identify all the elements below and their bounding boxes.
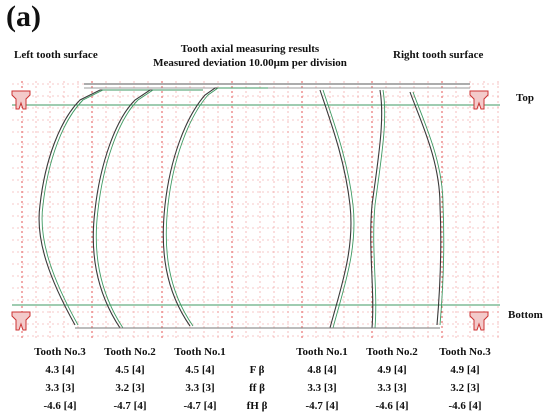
- tooth-icon-top-right: [469, 90, 489, 110]
- panel-label: (a): [6, 0, 41, 33]
- table-cell: 4.5 [4]: [185, 364, 215, 376]
- table-cell: -4.7 [4]: [305, 400, 339, 412]
- left-surface-label: Left tooth surface: [14, 49, 98, 61]
- trace-left-tooth-2-nominal: [95, 89, 203, 329]
- column-header: Tooth No.1: [296, 346, 348, 358]
- trace-left-tooth-1-measured: [162, 87, 265, 327]
- column-header: Tooth No.3: [34, 346, 86, 358]
- trace-left-tooth-1-nominal: [165, 87, 268, 327]
- trace-left-tooth-3-nominal: [41, 89, 153, 326]
- bottom-label: Bottom: [508, 309, 543, 321]
- trace-right-tooth-2-nominal: [373, 89, 386, 329]
- table-cell: 4.8 [4]: [307, 364, 337, 376]
- table-cell: -4.7 [4]: [183, 400, 217, 412]
- table-cell: -4.6 [4]: [448, 400, 482, 412]
- trace-right-tooth-1-measured: [319, 89, 352, 329]
- column-header: Tooth No.2: [104, 346, 156, 358]
- column-header: Tooth No.3: [439, 346, 491, 358]
- trace-right-tooth-1-nominal: [322, 89, 355, 329]
- right-surface-label: Right tooth surface: [393, 49, 484, 61]
- table-cell: 3.3 [3]: [377, 382, 407, 394]
- table-cell: 3.3 [3]: [185, 382, 215, 394]
- trace-left-tooth-2-measured: [92, 89, 200, 329]
- table-cell: -4.6 [4]: [375, 400, 409, 412]
- table-cell: -4.6 [4]: [43, 400, 77, 412]
- metric-label-ff-beta: ff β: [249, 382, 265, 394]
- metric-label-fh-beta: fH β: [246, 400, 268, 412]
- trace-right-tooth-2-measured: [370, 89, 383, 329]
- table-cell: 3.2 [3]: [115, 382, 145, 394]
- table-cell: 4.9 [4]: [377, 364, 407, 376]
- column-header: Tooth No.1: [174, 346, 226, 358]
- table-cell: 3.3 [3]: [307, 382, 337, 394]
- trace-right-tooth-3-measured: [409, 91, 442, 326]
- trace-left-tooth-3-measured: [38, 89, 150, 326]
- table-cell: 4.9 [4]: [450, 364, 480, 376]
- table-cell: 4.5 [4]: [115, 364, 145, 376]
- table-cell: 4.3 [4]: [45, 364, 75, 376]
- trace-right-tooth-3-nominal: [412, 91, 445, 326]
- metric-label-f-beta: F β: [249, 364, 265, 376]
- tooth-icon-top-left: [11, 90, 31, 110]
- top-label: Top: [516, 92, 534, 104]
- chart-title-line-1: Tooth axial measuring results: [180, 43, 320, 55]
- column-header: Tooth No.2: [366, 346, 418, 358]
- tooth-icon-bottom-left: [11, 311, 31, 331]
- table-cell: -4.7 [4]: [113, 400, 147, 412]
- table-cell: 3.3 [3]: [45, 382, 75, 394]
- tooth-icon-bottom-right: [469, 311, 489, 331]
- table-cell: 3.2 [3]: [450, 382, 480, 394]
- chart-title-line-2: Measured deviation 10.00μm per division: [153, 57, 347, 69]
